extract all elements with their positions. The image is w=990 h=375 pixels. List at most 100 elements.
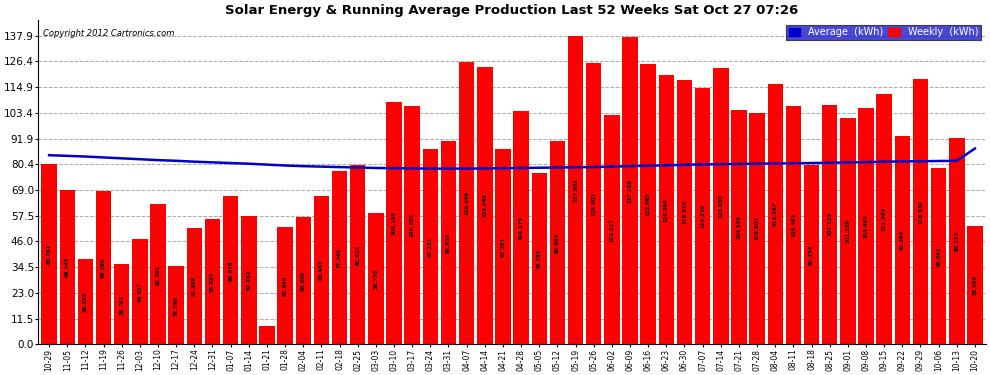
Bar xyxy=(749,112,765,344)
Bar xyxy=(568,36,583,344)
Bar xyxy=(405,106,420,344)
Text: 104.545: 104.545 xyxy=(737,215,742,239)
Legend: Average  (kWh), Weekly  (kWh): Average (kWh), Weekly (kWh) xyxy=(786,25,981,40)
Bar xyxy=(732,110,746,344)
Bar xyxy=(967,226,983,344)
Text: 76.355: 76.355 xyxy=(537,249,542,269)
Text: 80.781: 80.781 xyxy=(47,244,51,264)
Text: 87.221: 87.221 xyxy=(428,237,433,257)
Text: 52.640: 52.640 xyxy=(282,275,288,296)
Text: 120.094: 120.094 xyxy=(664,198,669,222)
Bar xyxy=(532,173,546,344)
Text: 124.043: 124.043 xyxy=(482,194,487,217)
Text: 78.647: 78.647 xyxy=(937,246,941,267)
Text: 101.209: 101.209 xyxy=(845,219,850,243)
Text: 46.937: 46.937 xyxy=(138,282,143,302)
Bar xyxy=(804,165,820,344)
Text: 118.019: 118.019 xyxy=(682,200,687,224)
Bar xyxy=(658,75,674,344)
Bar xyxy=(876,94,892,344)
Bar xyxy=(477,67,492,344)
Text: 51.958: 51.958 xyxy=(192,276,197,296)
Text: 34.796: 34.796 xyxy=(173,296,178,316)
Text: 66.078: 66.078 xyxy=(228,260,233,280)
Bar xyxy=(677,80,692,344)
Text: 66.487: 66.487 xyxy=(319,260,324,280)
Text: Copyright 2012 Cartronics.com: Copyright 2012 Cartronics.com xyxy=(43,30,174,39)
Bar xyxy=(495,149,511,344)
Bar xyxy=(423,149,438,344)
Text: 56.802: 56.802 xyxy=(301,271,306,291)
Bar xyxy=(695,88,711,344)
Bar xyxy=(514,111,529,344)
Bar xyxy=(858,108,874,344)
Bar xyxy=(841,118,855,344)
Bar xyxy=(549,141,565,344)
Text: 87.351: 87.351 xyxy=(500,236,506,257)
Bar xyxy=(786,106,801,344)
Text: 103.503: 103.503 xyxy=(754,217,759,240)
Bar xyxy=(277,226,293,344)
Text: 68.360: 68.360 xyxy=(101,258,106,278)
Bar xyxy=(441,141,456,344)
Bar xyxy=(77,259,93,344)
Bar xyxy=(96,191,111,344)
Bar xyxy=(150,204,165,344)
Bar xyxy=(604,115,620,344)
Title: Solar Energy & Running Average Production Last 52 Weeks Sat Oct 27 07:26: Solar Energy & Running Average Productio… xyxy=(226,4,799,17)
Bar xyxy=(949,138,964,344)
Bar xyxy=(242,216,256,344)
Bar xyxy=(641,64,656,344)
Bar xyxy=(259,327,274,344)
Text: 77.349: 77.349 xyxy=(337,248,343,268)
Text: 92.212: 92.212 xyxy=(954,231,959,251)
Text: 116.267: 116.267 xyxy=(773,202,778,226)
Text: 108.105: 108.105 xyxy=(391,211,397,236)
Bar xyxy=(187,228,202,344)
Text: 137.268: 137.268 xyxy=(628,178,633,203)
Bar xyxy=(767,84,783,344)
Text: 106.282: 106.282 xyxy=(410,213,415,237)
Bar xyxy=(350,165,365,344)
Bar xyxy=(386,102,402,344)
Text: 93.264: 93.264 xyxy=(900,230,905,250)
Bar xyxy=(913,79,929,344)
Text: 53.056: 53.056 xyxy=(972,275,977,295)
Bar xyxy=(586,63,602,344)
Bar xyxy=(168,267,184,344)
Text: 80.234: 80.234 xyxy=(809,244,814,265)
Bar xyxy=(459,62,474,344)
Text: 55.826: 55.826 xyxy=(210,272,215,292)
Text: 90.892: 90.892 xyxy=(555,232,560,253)
Bar xyxy=(132,239,148,344)
Text: 118.530: 118.530 xyxy=(918,200,923,224)
Bar xyxy=(114,264,130,344)
Text: 80.022: 80.022 xyxy=(355,245,360,265)
Text: 105.493: 105.493 xyxy=(863,214,868,238)
Text: 106.465: 106.465 xyxy=(791,213,796,237)
Bar xyxy=(42,164,56,344)
Text: 35.761: 35.761 xyxy=(119,294,124,315)
Text: 114.336: 114.336 xyxy=(700,204,705,228)
Text: 137.902: 137.902 xyxy=(573,178,578,202)
Text: 104.175: 104.175 xyxy=(519,216,524,240)
Bar xyxy=(296,217,311,344)
Bar xyxy=(368,213,383,344)
Bar xyxy=(314,195,329,344)
Text: 90.935: 90.935 xyxy=(446,232,451,253)
Bar xyxy=(205,219,220,344)
Bar xyxy=(822,105,838,344)
Text: 126.046: 126.046 xyxy=(464,191,469,215)
Bar xyxy=(713,68,729,344)
Bar xyxy=(332,171,347,344)
Bar xyxy=(223,196,239,344)
Text: 38.285: 38.285 xyxy=(83,291,88,312)
Text: 69.145: 69.145 xyxy=(64,257,69,277)
Text: 58.776: 58.776 xyxy=(373,268,378,289)
Text: 111.984: 111.984 xyxy=(882,207,887,231)
Text: 62.581: 62.581 xyxy=(155,264,160,285)
Text: 102.517: 102.517 xyxy=(610,217,615,242)
Text: 125.095: 125.095 xyxy=(645,192,650,216)
Text: 57.282: 57.282 xyxy=(247,270,251,290)
Text: 123.650: 123.650 xyxy=(719,194,724,218)
